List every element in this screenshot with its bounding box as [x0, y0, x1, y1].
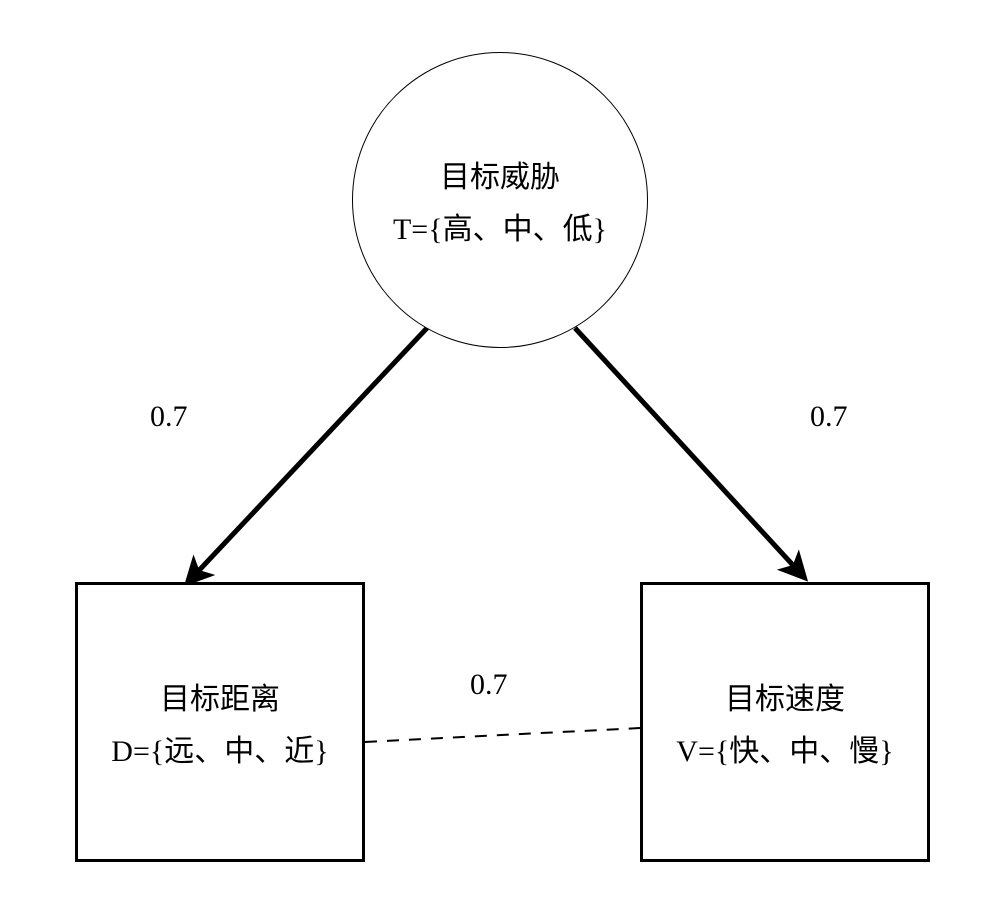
node-distance: 目标距离 D={远、中、近} — [75, 582, 365, 862]
node-speed-values: V={快、中、慢} — [676, 726, 893, 770]
node-distance-title: 目标距离 — [160, 674, 280, 718]
edge-label-distance-speed: 0.7 — [470, 668, 508, 702]
edge-label-threat-speed: 0.7 — [810, 400, 848, 434]
node-threat-title: 目标威胁 — [440, 152, 560, 196]
node-distance-values: D={远、中、近} — [111, 726, 328, 770]
node-speed-title: 目标速度 — [725, 674, 845, 718]
node-threat-values: T={高、中、低} — [393, 204, 607, 248]
edge-distance-to-speed — [365, 728, 640, 742]
diagram-canvas: 目标威胁 T={高、中、低} 目标距离 D={远、中、近} 目标速度 V={快、… — [0, 0, 1000, 911]
edge-threat-to-distance — [190, 328, 427, 580]
node-threat: 目标威胁 T={高、中、低} — [352, 52, 648, 348]
node-speed: 目标速度 V={快、中、慢} — [640, 582, 930, 862]
edge-threat-to-speed — [575, 328, 802, 575]
edge-label-threat-distance: 0.7 — [150, 400, 188, 434]
